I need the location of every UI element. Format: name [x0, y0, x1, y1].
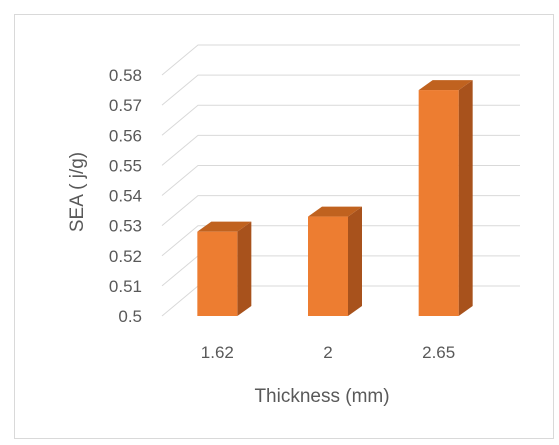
y-tick-label: 0.55 [109, 156, 142, 175]
y-tick-label: 0.54 [109, 187, 142, 206]
y-axis-title: SEA ( j/g) [67, 152, 88, 232]
y-tick-label: 0.5 [118, 307, 142, 326]
bar [197, 221, 252, 316]
gridline [161, 165, 520, 196]
gridline [161, 74, 520, 106]
bars [197, 80, 473, 316]
x-tick-label: 1.62 [201, 343, 234, 362]
x-tick-label: 2.65 [422, 343, 455, 362]
bar-front [418, 90, 459, 316]
gridline [161, 104, 520, 136]
bar-side [458, 80, 473, 316]
bar-top [197, 221, 252, 232]
bar-front [308, 216, 348, 316]
gridline [161, 44, 520, 76]
y-tick-labels: 0.5 0.51 0.52 0.53 0.54 0.55 0.56 0.57 0.58 [109, 66, 142, 326]
bar-side [348, 206, 362, 316]
bar-side [237, 221, 252, 316]
bar-top [308, 206, 362, 217]
gridline [161, 195, 520, 227]
y-tick-label: 0.53 [109, 217, 142, 236]
y-tick-label: 0.58 [109, 66, 142, 85]
gridline [161, 225, 520, 257]
x-axis-title: Thickness (mm) [254, 386, 389, 407]
y-tick-label: 0.51 [109, 277, 142, 296]
bar-front [197, 231, 238, 316]
gridlines [161, 44, 520, 317]
bar [308, 206, 362, 316]
bar-top [418, 80, 473, 91]
y-tick-label: 0.56 [109, 126, 142, 145]
gridline [161, 134, 520, 166]
x-tick-labels: 1.62 2 2.65 [201, 343, 455, 362]
x-tick-label: 2 [323, 343, 332, 362]
y-tick-label: 0.57 [109, 96, 142, 115]
bar [418, 80, 473, 316]
y-tick-label: 0.52 [109, 247, 142, 266]
